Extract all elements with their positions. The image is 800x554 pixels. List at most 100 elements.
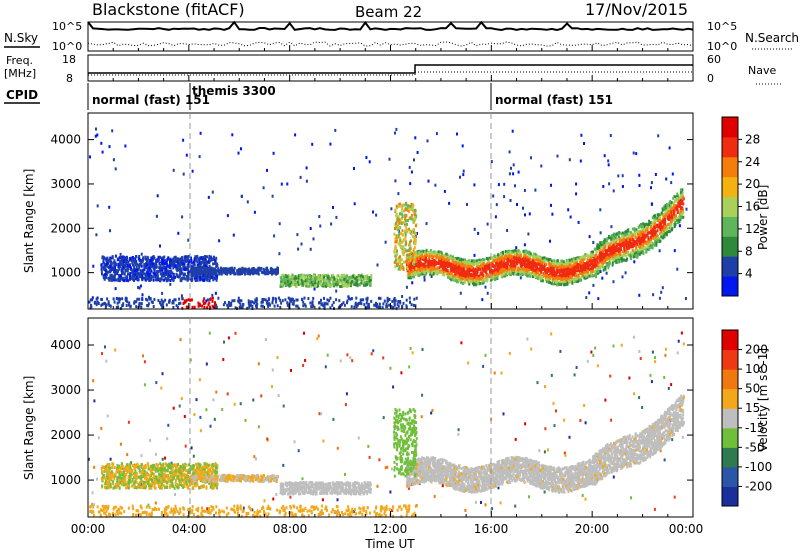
range-gate-cell: [220, 266, 222, 270]
range-gate-cell: [549, 262, 551, 266]
range-gate-cell: [535, 272, 537, 275]
range-gate-cell: [581, 270, 584, 274]
range-gate-cell: [230, 266, 233, 270]
range-gate-cell: [461, 270, 464, 274]
range-gate-cell: [655, 243, 658, 247]
range-gate-cell: [493, 275, 496, 279]
range-gate-cell: [529, 268, 532, 271]
range-gate-cell: [343, 277, 346, 281]
range-gate-cell: [650, 232, 653, 236]
range-gate-cell: [169, 259, 172, 263]
range-gate-cell: [489, 263, 492, 267]
range-gate-cell: [211, 293, 214, 297]
range-gate-cell: [654, 218, 657, 222]
range-gate-cell: [584, 267, 587, 271]
range-gate-cell: [515, 256, 518, 260]
range-gate-cell: [597, 268, 599, 272]
range-gate-cell: [547, 258, 550, 262]
range-gate-cell: [293, 277, 296, 281]
range-gate-cell: [672, 215, 675, 219]
range-gate-cell: [435, 132, 438, 136]
range-gate-cell: [190, 279, 193, 283]
range-gate-cell: [408, 266, 411, 270]
range-gate-cell: [207, 272, 210, 276]
range-gate-cell: [532, 264, 535, 268]
range-gate-cell: [447, 263, 450, 267]
range-gate-cell: [368, 279, 371, 283]
range-gate-cell: [433, 267, 436, 271]
range-gate-cell: [526, 270, 529, 274]
range-gate-cell: [646, 229, 649, 233]
range-gate-cell: [465, 274, 468, 278]
range-gate-cell: [631, 252, 634, 256]
range-gate-cell: [517, 249, 520, 253]
range-gate-cell: [241, 194, 243, 198]
range-gate-cell: [611, 261, 614, 265]
range-gate-cell: [477, 267, 480, 271]
range-gate-cell: [565, 272, 568, 276]
range-gate-cell: [511, 271, 514, 275]
range-gate-cell: [148, 279, 151, 282]
range-gate-cell: [468, 261, 471, 265]
range-gate-cell: [582, 258, 585, 262]
range-gate-cell: [445, 262, 448, 266]
range-gate-cell: [466, 203, 468, 206]
range-gate-cell: [530, 260, 533, 264]
range-gate-cell: [140, 264, 143, 268]
range-gate-cell: [649, 221, 652, 225]
range-gate-cell: [498, 261, 501, 265]
range-gate-cell: [553, 262, 556, 266]
range-gate-cell: [508, 266, 511, 269]
range-gate-cell: [227, 270, 230, 274]
range-gate-cell: [207, 259, 210, 263]
range-gate-cell: [553, 265, 556, 268]
range-gate-cell: [602, 255, 605, 259]
range-gate-cell: [565, 274, 568, 278]
range-gate-cell: [590, 266, 593, 270]
range-gate-cell: [604, 267, 607, 271]
range-gate-cell: [213, 255, 215, 259]
range-gate-cell: [681, 192, 684, 196]
range-gate-cell: [525, 266, 528, 270]
range-gate-cell: [446, 260, 449, 264]
range-gate-cell: [148, 295, 150, 299]
range-gate-cell: [483, 258, 486, 262]
range-gate-cell: [678, 224, 681, 228]
range-gate-cell: [409, 182, 412, 186]
range-gate-cell: [315, 279, 318, 283]
range-gate-cell: [181, 271, 184, 275]
range-gate-cell: [585, 254, 588, 258]
range-gate-cell: [129, 274, 132, 278]
range-gate-cell: [574, 261, 577, 265]
range-gate-cell: [295, 283, 298, 287]
range-gate-cell: [553, 259, 556, 263]
range-gate-cell: [262, 267, 265, 271]
range-gate-cell: [599, 208, 602, 212]
range-gate-cell: [503, 268, 506, 272]
range-gate-cell: [669, 208, 672, 212]
range-gate-cell: [664, 226, 667, 230]
range-gate-cell: [468, 273, 471, 277]
range-gate-cell: [506, 229, 509, 232]
noise-right-tick-top: 10^5: [707, 20, 737, 33]
range-gate-cell: [613, 239, 616, 243]
range-gate-cell: [595, 263, 598, 267]
range-gate-cell: [180, 259, 183, 263]
range-gate-cell: [299, 175, 302, 179]
range-gate-cell: [534, 252, 537, 256]
range-gate-cell: [146, 260, 148, 263]
range-gate-cell: [493, 266, 496, 270]
range-gate-cell: [596, 247, 599, 251]
range-gate-cell: [171, 271, 174, 275]
range-gate-cell: [680, 202, 683, 206]
range-gate-cell: [404, 222, 406, 226]
range-gate-cell: [423, 275, 426, 279]
range-gate-cell: [236, 269, 239, 273]
range-gate-cell: [342, 284, 345, 288]
range-gate-cell: [454, 263, 457, 267]
noise-right-label: N.Search: [745, 31, 799, 45]
range-gate-cell: [621, 238, 624, 242]
range-gate-cell: [640, 229, 643, 233]
range-gate-cell: [113, 259, 116, 263]
range-gate-cell: [569, 260, 572, 264]
